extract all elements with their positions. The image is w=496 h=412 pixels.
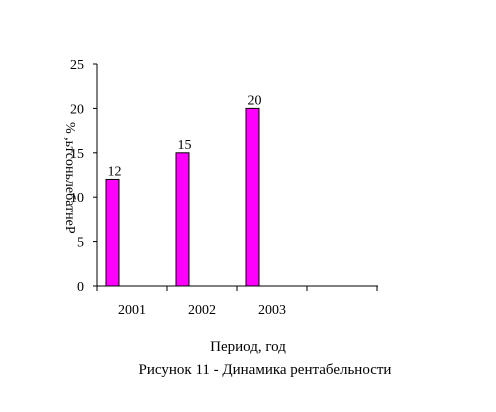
y-tick-label: 25 [70,58,84,73]
y-tick-label: 20 [70,102,84,117]
x-tick-label: 2002 [188,303,216,318]
figure-caption: Рисунок 11 - Динамика рентабельности [138,362,392,378]
y-tick-label: 0 [77,280,84,295]
bars [105,107,260,287]
bar [105,178,120,287]
data-label: 20 [248,93,262,108]
data-label: 12 [108,164,122,179]
y-axis: 0 5 10 15 20 25 [70,58,98,295]
y-axis-label: % ,ьтсоньлебатнеР [62,122,77,234]
bar [245,107,260,287]
x-tick-label: 2001 [118,303,146,318]
bar [175,152,190,287]
x-tick-label: 2003 [258,303,286,318]
y-tick-label: 10 [70,191,84,206]
data-labels: 12 15 20 [108,93,262,179]
data-label: 15 [178,138,192,153]
y-tick-label: 5 [77,236,84,251]
y-axis-label-text: % ,ьтсоньлебатнеР [62,122,77,234]
x-axis: 2001 2002 2003 [96,285,378,318]
x-axis-label: Период, год [210,339,286,355]
y-tick-label: 15 [70,147,84,162]
